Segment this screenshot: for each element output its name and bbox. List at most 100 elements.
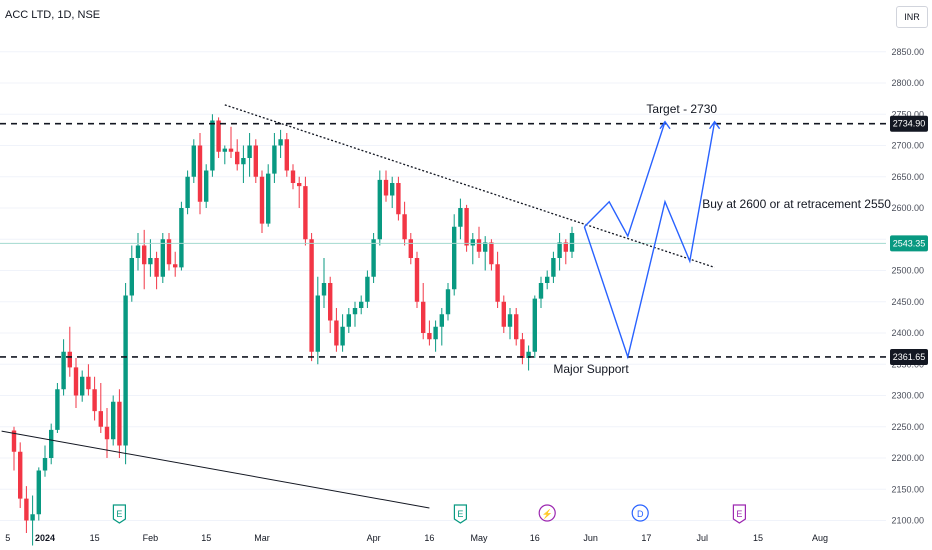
candle-body [427, 333, 432, 340]
price-tick-label: 2800.00 [891, 78, 924, 88]
time-axis: 5 2024 15 Feb 15 Mar Apr 16 May 16 Jun 17 Jul 15 Aug [5, 533, 828, 543]
time-tick-label: Mar [254, 533, 270, 543]
candle-body [247, 145, 252, 158]
candle-body [266, 173, 271, 224]
event-letter: E [116, 509, 122, 519]
candle-body [92, 389, 97, 412]
candle-body [563, 242, 568, 252]
candle-body [470, 239, 475, 246]
candle-body [452, 226, 457, 290]
events-group: E E ⚡ D E [112, 504, 746, 524]
candle-body [514, 314, 519, 340]
candle-body [402, 214, 407, 240]
candle-body [253, 145, 258, 177]
split-event-icon [538, 504, 556, 522]
candle-body [334, 320, 339, 346]
candle-body [377, 179, 382, 240]
candle-body [297, 183, 302, 187]
candle-body [284, 139, 289, 171]
candle-body [390, 183, 395, 196]
candle-body [55, 389, 60, 430]
candle-body [135, 245, 141, 258]
candle-body [259, 176, 265, 224]
candle-body [383, 179, 389, 196]
candle-body [433, 326, 438, 340]
candle-body [346, 314, 351, 327]
candle-body [551, 258, 556, 277]
candle-body [142, 245, 147, 265]
dividend-event-icon [631, 504, 649, 522]
candle-body [408, 239, 413, 258]
candle-body [185, 176, 190, 208]
candle-body [309, 239, 314, 352]
lower-trendline [1, 430, 430, 509]
candle-body [315, 295, 320, 352]
chart-title: ACC LTD, 1D, NSE [5, 9, 101, 21]
candle-body [166, 239, 172, 265]
level-tag-label: 2734.90 [893, 119, 926, 129]
candle-body [489, 242, 494, 265]
candle-body [86, 376, 91, 390]
event-letter: E [736, 509, 742, 519]
time-tick-label: 16 [424, 533, 434, 543]
candle-body [520, 339, 525, 358]
candle-body [396, 183, 401, 215]
price-tick-label: 2450.00 [891, 297, 924, 307]
candle-body [67, 351, 72, 368]
candle-body [104, 426, 110, 440]
candle-body [458, 208, 463, 227]
price-tick-label: 2150.00 [891, 484, 924, 494]
time-tick-label: 2024 [35, 533, 55, 543]
candle-body [73, 367, 79, 396]
candle-body [98, 411, 103, 427]
time-tick-label: May [470, 533, 488, 543]
earnings-event-icon [112, 504, 126, 524]
projection-support-path [583, 121, 716, 360]
price-tick-label: 2400.00 [891, 328, 924, 338]
candle-body [36, 470, 41, 515]
candle-body [11, 430, 17, 452]
candle-body [421, 301, 426, 333]
candle-body [24, 498, 29, 521]
level-tag [890, 348, 928, 365]
candle-body [129, 258, 134, 296]
candle-body [173, 264, 178, 268]
level-tag [890, 115, 928, 132]
candle-body [278, 139, 283, 146]
candle-body [340, 326, 345, 346]
event-letter: ⚡ [542, 508, 553, 520]
price-tick-label: 2200.00 [891, 453, 924, 463]
price-tick-label: 2500.00 [891, 266, 924, 276]
candle-body [42, 458, 48, 471]
currency-button[interactable]: INR [896, 6, 928, 28]
candle-body [495, 264, 500, 302]
time-tick-label: 17 [641, 533, 651, 543]
candle-body [439, 314, 444, 327]
event-letter: E [457, 509, 463, 519]
candle-body [557, 242, 562, 258]
time-tick-label: Feb [143, 533, 159, 543]
candle-body [123, 295, 128, 446]
candle-body [216, 120, 221, 152]
candle-body [222, 148, 227, 152]
projection-up-path [583, 121, 666, 238]
price-tick-label: 2250.00 [891, 422, 924, 432]
candle-body [321, 283, 327, 296]
candle-body [464, 208, 469, 246]
candle-body [80, 376, 85, 396]
candle-body [111, 401, 116, 440]
candle-body [569, 233, 575, 252]
support-label: Major Support [553, 362, 629, 376]
buy-label: Buy at 2600 or at retracement 2550 [702, 197, 891, 211]
arrow-head [659, 120, 671, 130]
target-label: Target - 2730 [646, 102, 717, 116]
time-tick-label: Jul [696, 533, 708, 543]
price-tick-label: 2850.00 [891, 47, 924, 57]
candle-body [179, 208, 184, 268]
candle-body [352, 308, 358, 315]
candle-body [476, 239, 482, 252]
price-tick-label: 2600.00 [891, 203, 924, 213]
candle-body [191, 145, 196, 177]
candle-body [117, 401, 122, 446]
